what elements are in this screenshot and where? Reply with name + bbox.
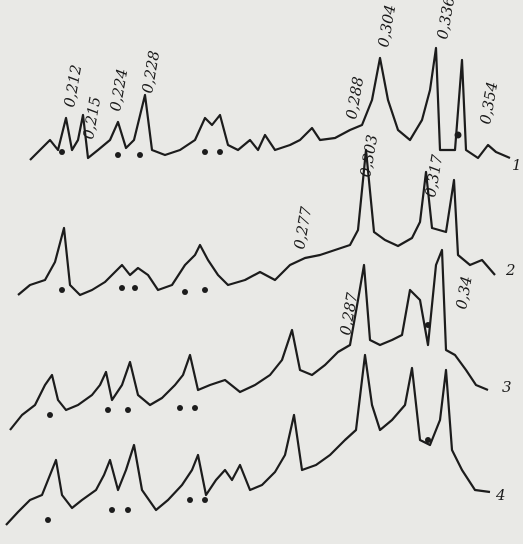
peak-label: 0,304 <box>374 3 399 48</box>
curve-label: 4 <box>495 486 506 504</box>
curve-4 <box>6 355 490 525</box>
peak-label: 0,215 <box>79 95 104 140</box>
peak-label: 0,287 <box>336 291 361 337</box>
peak-label: 0,277 <box>290 205 315 251</box>
peak-label: 0,354 <box>476 80 501 125</box>
peak-label: 0,303 <box>356 133 381 178</box>
peak-label: 0,228 <box>138 49 163 94</box>
figure: 0,2120,2150,224 0,228 0,288 0,304 0,336 0,354… <box>0 0 523 544</box>
peak-label: 0,317 <box>421 153 446 199</box>
curve-label: 2 <box>505 261 516 279</box>
curve-label: 3 <box>502 378 512 396</box>
curve-label: 1 <box>512 156 522 174</box>
peak-label: 0,34 <box>452 275 476 311</box>
peak-label: 0,224 <box>106 67 131 112</box>
peak-label: 0,336 <box>433 0 458 41</box>
peak-label: 0,288 <box>342 75 367 120</box>
peak-label: 0,212 <box>60 63 85 108</box>
curve-2 <box>18 150 495 295</box>
